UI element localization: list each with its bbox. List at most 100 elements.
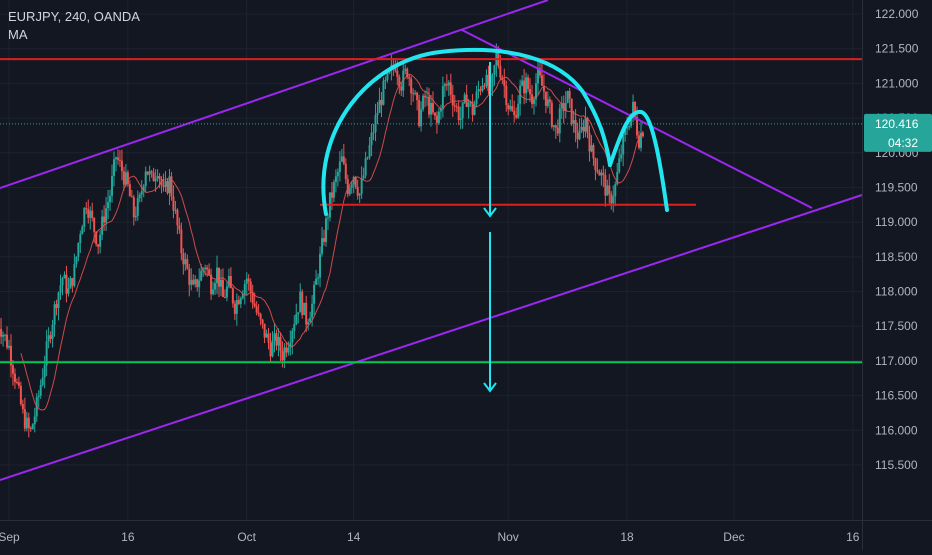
candle-body bbox=[61, 278, 63, 285]
time-tick-label: 16 bbox=[846, 530, 860, 544]
candle-body bbox=[214, 283, 216, 289]
candle-body bbox=[579, 130, 581, 139]
candle-body bbox=[442, 86, 444, 108]
candle-body bbox=[482, 86, 484, 91]
candle-body bbox=[325, 218, 327, 242]
candle-body bbox=[422, 96, 424, 110]
candle-body bbox=[476, 92, 478, 104]
candle-body bbox=[186, 259, 188, 269]
candle-body bbox=[218, 268, 220, 287]
price-tick-label: 116.500 bbox=[875, 389, 918, 403]
candle-body bbox=[315, 279, 317, 285]
candle-body bbox=[569, 91, 571, 99]
candle-body bbox=[111, 176, 113, 196]
candle-body bbox=[238, 300, 240, 304]
candle-body bbox=[380, 100, 382, 105]
candle-body bbox=[478, 89, 480, 91]
candle-body bbox=[404, 69, 406, 71]
price-axis[interactable]: 122.000121.500121.000120.500120.000119.5… bbox=[863, 0, 932, 550]
candle-body bbox=[153, 173, 155, 182]
candle-body bbox=[176, 210, 178, 226]
symbol-title[interactable]: EURJPY, 240, OANDA bbox=[8, 8, 140, 26]
candle-body bbox=[117, 157, 119, 159]
candle-body bbox=[208, 270, 210, 275]
candle-body bbox=[87, 209, 89, 218]
candle-body bbox=[105, 208, 107, 222]
candle-body bbox=[507, 105, 509, 109]
candle-body bbox=[529, 89, 531, 94]
candle-body bbox=[460, 118, 462, 120]
price-tick-label: 121.000 bbox=[875, 76, 919, 90]
candle-body bbox=[260, 314, 262, 320]
candle-body bbox=[450, 82, 452, 94]
candle-body bbox=[2, 335, 4, 337]
candle-body bbox=[335, 176, 337, 182]
candle-body bbox=[89, 211, 91, 218]
candle-body bbox=[349, 188, 351, 194]
candle-body bbox=[357, 187, 359, 196]
candle-body bbox=[331, 192, 333, 197]
candle-body bbox=[174, 210, 176, 211]
candle-body bbox=[0, 329, 2, 337]
candle-body bbox=[376, 113, 378, 115]
candle-body bbox=[151, 171, 153, 172]
candle-body bbox=[8, 346, 10, 348]
candle-body bbox=[275, 333, 277, 345]
candle-body bbox=[505, 86, 507, 105]
candle-body bbox=[581, 127, 583, 131]
candle-body bbox=[63, 275, 65, 279]
candle-body bbox=[184, 259, 186, 264]
candle-body bbox=[426, 97, 428, 98]
candle-body bbox=[212, 290, 214, 295]
candle-body bbox=[285, 347, 287, 352]
candle-body bbox=[547, 99, 549, 106]
candle-body bbox=[14, 374, 16, 382]
candle-body bbox=[299, 292, 301, 313]
candle-body bbox=[317, 278, 319, 279]
candle-body bbox=[577, 133, 579, 139]
candle-body bbox=[159, 176, 161, 179]
candle-body bbox=[24, 409, 26, 428]
candle-body bbox=[119, 160, 121, 161]
candle-body bbox=[6, 335, 8, 348]
candle-body bbox=[511, 106, 513, 111]
candle-body bbox=[602, 173, 604, 175]
candle-body bbox=[297, 312, 299, 314]
candle-body bbox=[416, 93, 418, 100]
candle-body bbox=[345, 164, 347, 179]
candle-body bbox=[56, 304, 58, 308]
candle-body bbox=[99, 235, 101, 247]
candle-body bbox=[271, 341, 273, 357]
candle-body bbox=[598, 172, 600, 176]
candle-body bbox=[386, 73, 388, 80]
candle-body bbox=[365, 158, 367, 175]
candle-body bbox=[301, 292, 303, 315]
candle-body bbox=[493, 65, 495, 74]
candle-body bbox=[373, 132, 375, 133]
candle-body bbox=[361, 178, 363, 194]
candle-body bbox=[71, 278, 73, 286]
candle-body bbox=[200, 271, 202, 281]
candle-body bbox=[400, 86, 402, 90]
candle-body bbox=[533, 99, 535, 104]
indicator-label[interactable]: MA bbox=[8, 26, 140, 44]
candle-body bbox=[604, 175, 606, 196]
candle-body bbox=[40, 385, 42, 396]
candle-body bbox=[438, 112, 440, 123]
candle-body bbox=[4, 335, 6, 336]
candle-body bbox=[145, 172, 147, 187]
candle-body bbox=[157, 176, 159, 178]
candle-body bbox=[52, 325, 54, 339]
candle-body bbox=[165, 181, 167, 187]
candle-body bbox=[608, 185, 610, 194]
candle-body bbox=[250, 281, 252, 292]
candle-body bbox=[133, 197, 135, 217]
candle-body bbox=[468, 103, 470, 107]
candle-body bbox=[480, 89, 482, 90]
candle-body bbox=[226, 287, 228, 298]
candle-body bbox=[277, 337, 279, 346]
candle-body bbox=[287, 348, 289, 353]
